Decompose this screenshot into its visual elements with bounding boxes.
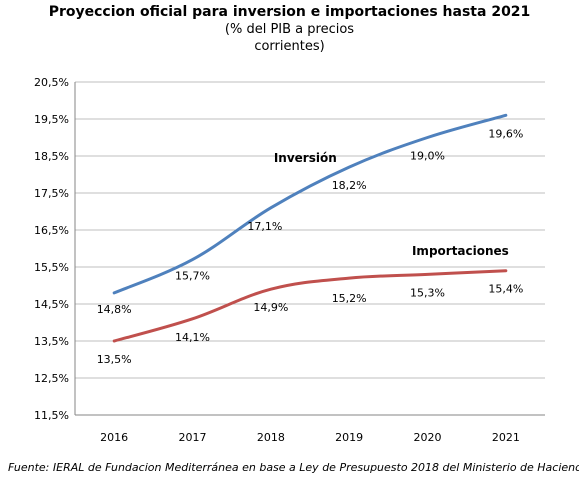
data-label: 19,0% — [410, 150, 445, 163]
x-tick-label: 2018 — [257, 431, 285, 444]
chart-subtitle-line2: corrientes) — [254, 39, 325, 54]
series-line-inversion — [112, 113, 508, 295]
x-tick-label: 2019 — [335, 431, 363, 444]
data-label: 19,6% — [488, 127, 523, 140]
chart-header: Proyeccion oficial para inversion e impo… — [0, 4, 579, 55]
x-tick-label: 2020 — [414, 431, 442, 444]
y-tick-label: 19,5% — [34, 113, 69, 126]
chart-subtitle-line1: (% del PIB a precios — [224, 22, 355, 37]
y-tick-label: 13,5% — [34, 335, 69, 348]
y-tick-label: 17,5% — [34, 187, 69, 200]
data-label: 14,9% — [253, 301, 288, 314]
series-label: Inversión — [274, 151, 337, 165]
data-label: 15,7% — [175, 270, 210, 283]
chart-title: Proyeccion oficial para inversion e impo… — [48, 4, 531, 20]
series-line-importaciones — [112, 269, 508, 343]
y-tick-label: 11,5% — [34, 409, 69, 422]
series-label: Importaciones — [412, 244, 509, 258]
y-tick-label: 18,5% — [34, 150, 69, 163]
y-tick-label: 20,5% — [34, 76, 69, 89]
y-tick-label: 15,5% — [34, 261, 69, 274]
data-label: 15,3% — [410, 286, 445, 299]
data-label: 18,2% — [332, 179, 367, 192]
chart-source-note: Fuente: IERAL de Fundacion Mediterránea … — [8, 461, 579, 474]
x-tick-label: 2017 — [179, 431, 207, 444]
x-tick-label: 2016 — [100, 431, 128, 444]
y-tick-label: 12,5% — [34, 372, 69, 385]
data-label: 14,8% — [97, 303, 132, 316]
data-label: 15,4% — [488, 283, 523, 296]
data-label: 13,5% — [97, 353, 132, 366]
data-label: 15,2% — [332, 292, 367, 305]
data-label: 17,1% — [247, 220, 282, 233]
y-tick-label: 16,5% — [34, 224, 69, 237]
data-label: 14,1% — [175, 331, 210, 344]
y-tick-label: 14,5% — [34, 298, 69, 311]
x-tick-label: 2021 — [492, 431, 520, 444]
